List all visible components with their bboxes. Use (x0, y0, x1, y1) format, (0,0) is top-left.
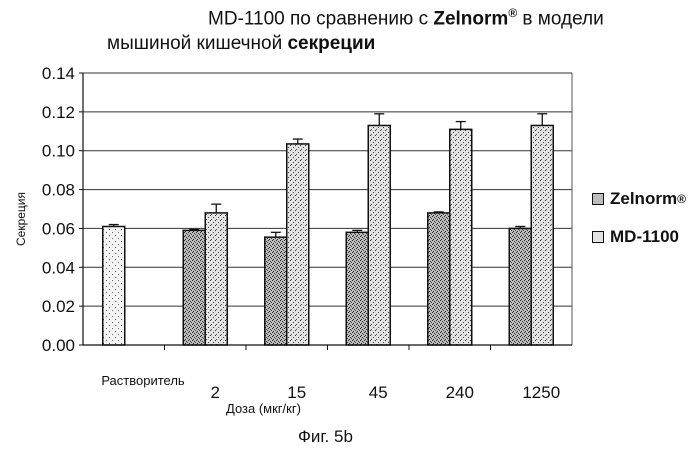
legend: Zelnorm® MD-1100 (592, 180, 686, 256)
y-axis-label: Секреция (14, 192, 28, 246)
legend-label: MD-1100 (610, 227, 679, 247)
bar (509, 228, 531, 345)
y-tick-label: 0.12 (42, 103, 75, 122)
legend-label: Zelnorm (610, 189, 677, 209)
bar (450, 129, 472, 345)
bar (205, 213, 227, 345)
x-tick-label: 15 (267, 383, 327, 403)
registered-mark: ® (677, 192, 686, 206)
x-axis-label: Доза (мкг/кг) (226, 401, 301, 416)
y-tick-label: 0.14 (42, 64, 75, 83)
x-tick-label: 2 (185, 383, 245, 403)
bar (368, 125, 390, 345)
y-tick-label: 0.02 (42, 297, 75, 316)
bar (287, 144, 309, 345)
y-tick-label: 0.10 (42, 142, 75, 161)
legend-swatch-icon (592, 193, 604, 205)
x-tick-label: Растворитель (98, 373, 188, 388)
x-tick-label: 240 (430, 383, 490, 403)
bar (183, 230, 205, 345)
bars (103, 114, 554, 345)
y-tick-label: 0.06 (42, 219, 75, 238)
legend-item-zelnorm: Zelnorm® (592, 180, 686, 218)
y-tick-label: 0.08 (42, 181, 75, 200)
figure-caption: Фиг. 5b (298, 427, 353, 447)
y-tick-label: 0.04 (42, 258, 75, 277)
legend-item-md1100: MD-1100 (592, 218, 686, 256)
legend-swatch-icon (592, 231, 604, 243)
bar (265, 237, 287, 345)
x-tick-label: 45 (348, 383, 408, 403)
gridlines (83, 73, 572, 345)
bar (428, 213, 450, 345)
bar (346, 232, 368, 345)
bar (531, 125, 553, 345)
y-tick-label: 0.00 (42, 336, 75, 355)
x-tick-label: 1250 (511, 383, 571, 403)
bar (103, 226, 125, 345)
